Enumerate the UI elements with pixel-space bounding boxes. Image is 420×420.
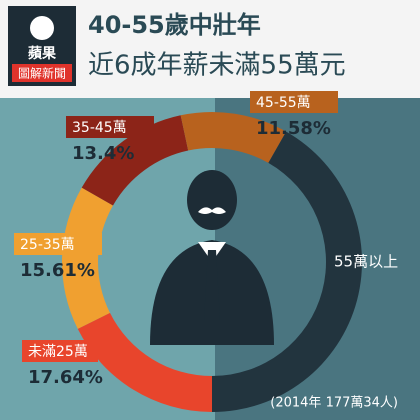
logo-sub: 圖解新聞: [18, 66, 66, 81]
logo-tag: [12, 64, 72, 82]
person-icon: [150, 170, 274, 345]
category-label: 45-55萬: [256, 95, 311, 111]
donut-segment: [77, 312, 212, 412]
category-tag: [66, 116, 154, 138]
note: (2014年 177萬34人): [270, 396, 398, 411]
category-label: 55萬以上: [334, 253, 398, 271]
category-label: 未滿25萬: [28, 344, 88, 360]
category-label: 25-35萬: [20, 237, 75, 253]
category-tag: [250, 91, 338, 113]
value-label: 11.58%: [256, 118, 331, 139]
value-label: 17.64%: [28, 367, 103, 388]
logo-name: 蘋果: [28, 45, 57, 62]
category-tag: [14, 233, 102, 255]
title: 40-55歲中壯年: [88, 11, 261, 39]
category-tag: [22, 340, 98, 362]
donut-segment: [62, 187, 113, 329]
donut-segment: [180, 112, 287, 163]
donut-segment: [81, 115, 189, 206]
donut-segment: [212, 131, 362, 412]
value-label: 15.61%: [20, 260, 95, 281]
value-label: 13.4%: [72, 143, 134, 164]
logo-apple: [30, 16, 54, 40]
subtitle: 近6成年薪未滿55萬元: [88, 51, 346, 81]
category-label: 35-45萬: [72, 120, 127, 136]
